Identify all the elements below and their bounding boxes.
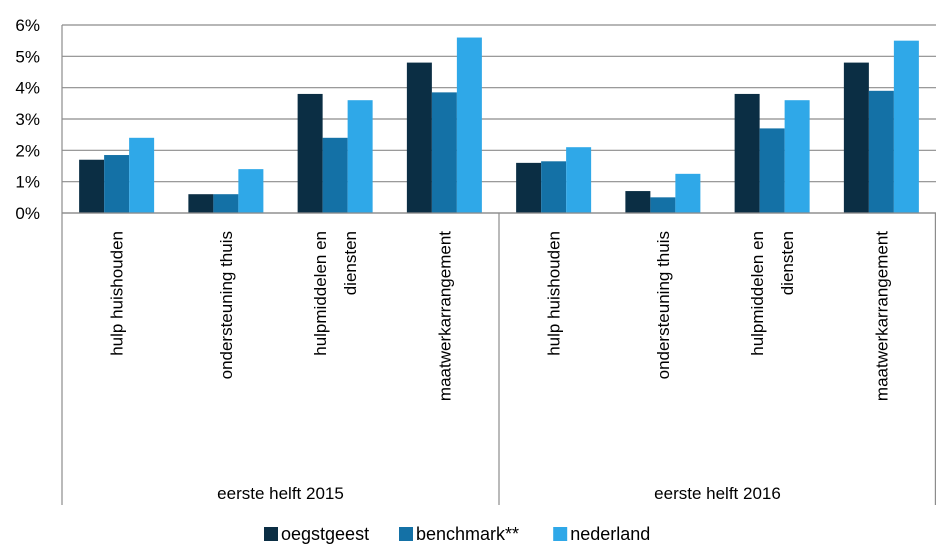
- legend-label: nederland: [570, 524, 650, 544]
- category-label: ondersteuning thuis: [217, 231, 236, 379]
- grid-lines: [62, 24, 936, 214]
- category-label: diensten: [778, 231, 797, 295]
- bar: [238, 169, 264, 213]
- y-tick-label: 5%: [15, 47, 40, 66]
- y-tick-label: 6%: [15, 16, 40, 35]
- bar: [129, 137, 155, 213]
- bar: [784, 100, 810, 213]
- legend-label: benchmark**: [416, 524, 519, 544]
- bar: [297, 93, 323, 213]
- category-labels: hulp huishouden ondersteuning thuis hulpmi…: [108, 231, 892, 401]
- bar: [893, 40, 919, 213]
- bar: [431, 92, 457, 213]
- category-label: hulpmiddelen en: [748, 231, 767, 356]
- legend-swatch: [264, 527, 278, 541]
- bar: [868, 90, 894, 213]
- bar: [213, 194, 239, 213]
- bar: [188, 194, 214, 213]
- bar: [759, 128, 785, 213]
- bar: [406, 62, 432, 213]
- y-tick-label: 1%: [15, 173, 40, 192]
- y-tick-label: 0%: [15, 204, 40, 223]
- legend: oegstgeest benchmark** nederland: [264, 524, 650, 544]
- y-tick-label: 3%: [15, 110, 40, 129]
- bar: [322, 137, 348, 213]
- bar: [734, 93, 760, 213]
- group-label: eerste helft 2015: [217, 484, 344, 503]
- y-tick-labels: 0% 1% 2% 3% 4% 5% 6%: [15, 16, 40, 223]
- bar: [650, 197, 676, 213]
- bars: [79, 37, 919, 214]
- legend-swatch: [553, 527, 568, 541]
- bar: [625, 191, 651, 213]
- category-label: diensten: [341, 231, 360, 295]
- bar: [843, 62, 869, 213]
- bar: [79, 159, 105, 213]
- category-label: maatwerkarrangement: [435, 231, 454, 401]
- y-tick-label: 2%: [15, 141, 40, 160]
- bar: [104, 155, 130, 213]
- group-labels: eerste helft 2015 eerste helft 2016: [217, 484, 781, 503]
- bar: [541, 161, 567, 213]
- category-label: ondersteuning thuis: [654, 231, 673, 379]
- category-label: hulp huishouden: [545, 231, 564, 356]
- bar: [675, 173, 701, 213]
- group-label: eerste helft 2016: [654, 484, 781, 503]
- bar: [456, 37, 482, 214]
- bar: [516, 162, 542, 213]
- bar: [566, 147, 592, 213]
- category-label: maatwerkarrangement: [872, 231, 891, 401]
- y-tick-label: 4%: [15, 79, 40, 98]
- legend-swatch: [399, 527, 413, 541]
- category-label: hulp huishouden: [108, 231, 127, 356]
- bar: [347, 100, 373, 213]
- axes: [61, 25, 936, 505]
- category-label: hulpmiddelen en: [311, 231, 330, 356]
- legend-label: oegstgeest: [281, 524, 369, 544]
